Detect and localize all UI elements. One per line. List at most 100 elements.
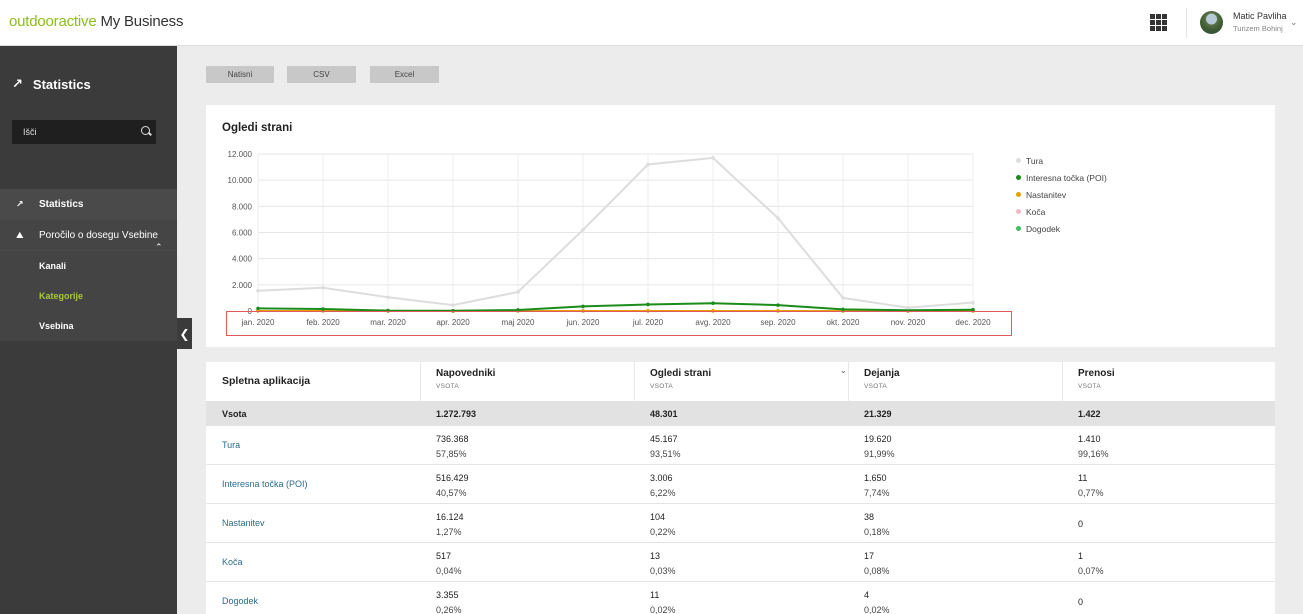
row-label-link[interactable]: Interesna točka (POI) (222, 479, 308, 489)
x-tick-label: sep. 2020 (760, 318, 796, 327)
legend-dot (1016, 158, 1021, 163)
table-row: Koča 517 0,04% 13 0,03% 17 0,08% 1 0,07% (206, 543, 1275, 582)
total-value: 1.422 (1078, 409, 1101, 419)
cell-value: 13 (650, 551, 661, 561)
app-logo[interactable]: outdooractive My Business (9, 13, 183, 30)
table-cell: 11 0,02% (650, 588, 676, 614)
total-value: 48.301 (650, 409, 678, 419)
row-label-link[interactable]: Koča (222, 557, 243, 567)
data-point (971, 307, 975, 312)
sidebar-item-statistics[interactable]: ↗ Statistics (0, 189, 177, 220)
logo-brand: outdooractive (9, 13, 97, 30)
sidebar-submenu: Kanali Kategorije Vsebina (0, 251, 177, 341)
sidebar-subitem-categories[interactable]: Kategorije (39, 291, 84, 301)
table-cell: 16.124 1,27% (436, 510, 464, 540)
table-header-app: Spletna aplikacija (222, 375, 311, 387)
table-header: Spletna aplikacija Napovedniki VSOTA Ogl… (206, 362, 1275, 402)
cell-value: 1 (1078, 551, 1084, 561)
cell-percent: 7,74% (864, 488, 890, 498)
total-value: 1.272.793 (436, 409, 477, 419)
cell-percent: 99,16% (1078, 449, 1109, 459)
table-cell: 3.355 0,26% (436, 588, 462, 614)
table-cell: 1 0,07% (1078, 549, 1104, 579)
y-tick-label: 6.000 (232, 229, 253, 238)
mountain-icon: ⛰ (16, 229, 24, 240)
stats-table: Spletna aplikacija Napovedniki VSOTA Ogl… (206, 362, 1275, 614)
search-icon[interactable] (141, 126, 150, 135)
data-point (841, 307, 845, 312)
trending-up-icon: ↗ (12, 76, 23, 91)
x-tick-label: feb. 2020 (306, 318, 340, 327)
cell-value: 4 (864, 590, 870, 600)
table-cell: 4 0,02% (864, 588, 890, 614)
legend-label: Dogodek (1026, 223, 1061, 234)
cell-value: 0 (1078, 519, 1084, 529)
column-header-teasers[interactable]: Napovedniki VSOTA (436, 368, 495, 390)
legend-item[interactable]: Nastanitev (1016, 186, 1107, 203)
data-point (776, 216, 780, 220)
x-tick-label: avg. 2020 (695, 318, 731, 327)
table-row: Nastanitev 16.124 1,27% 104 0,22% 38 0,18% 0 (206, 504, 1275, 543)
y-tick-label: 8.000 (232, 202, 253, 211)
legend-label: Nastanitev (1026, 189, 1067, 200)
legend-item[interactable]: Koča (1016, 203, 1107, 220)
search-input[interactable] (12, 120, 156, 144)
chevron-up-icon[interactable]: ⌃ (155, 242, 163, 252)
header-divider (1186, 8, 1187, 38)
data-point (841, 296, 845, 300)
apps-grid-icon[interactable] (1150, 14, 1167, 31)
x-tick-label: jun. 2020 (566, 318, 600, 327)
column-divider (1062, 362, 1063, 402)
column-header-downloads[interactable]: Prenosi VSOTA (1078, 368, 1115, 390)
data-point (971, 300, 975, 305)
column-sub: VSOTA (436, 383, 460, 390)
data-point (776, 303, 780, 307)
sidebar-collapse-button[interactable]: ❮ (177, 318, 192, 349)
table-row: Tura 736.368 57,85% 45.167 93,51% 19.620 91,99… (206, 426, 1275, 465)
cell-value: 11 (1078, 473, 1088, 483)
print-button[interactable]: Natisni (206, 66, 274, 83)
table-cell: 38 0,18% (864, 510, 890, 540)
legend-dot (1016, 175, 1021, 180)
sidebar-subitem-channels[interactable]: Kanali (39, 261, 67, 271)
cell-value: 3.006 (650, 473, 673, 483)
excel-export-button[interactable]: Excel (370, 66, 439, 83)
y-tick-label: 2.000 (232, 281, 253, 290)
table-cell: 45.167 93,51% (650, 432, 681, 462)
cell-percent: 57,85% (436, 449, 467, 459)
legend-dot (1016, 192, 1021, 197)
x-tick-label: maj 2020 (502, 318, 535, 327)
table-cell: 17 0,08% (864, 549, 890, 579)
legend-item[interactable]: Interesna točka (POI) (1016, 169, 1107, 186)
column-header-actions[interactable]: Dejanja VSOTA (864, 368, 900, 390)
chart-card: Ogledi strani 0 2.000 4.000 6.000 8.000 10.00… (206, 105, 1275, 347)
x-tick-label: nov. 2020 (891, 318, 926, 327)
sidebar-title-text: Statistics (32, 76, 91, 92)
row-label-link[interactable]: Nastanitev (222, 518, 265, 528)
legend-item[interactable]: Tura (1016, 152, 1107, 169)
data-point (386, 295, 390, 300)
sidebar-item-content-report[interactable]: ⛰ Poročilo o dosegu Vsebine ⌃ (0, 220, 177, 252)
row-label-link[interactable]: Dogodek (222, 596, 259, 606)
cell-value: 104 (650, 512, 666, 522)
table-row: Dogodek 3.355 0,26% 11 0,02% 4 0,02% 0 (206, 582, 1275, 614)
cell-percent: 0,26% (436, 605, 462, 614)
column-header-pageviews[interactable]: Ogledi strani VSOTA (650, 368, 711, 390)
csv-export-button[interactable]: CSV (287, 66, 356, 83)
column-divider (420, 362, 421, 402)
data-point (581, 228, 585, 232)
cell-percent: 91,99% (864, 449, 895, 459)
row-label-link[interactable]: Tura (222, 440, 241, 450)
chevron-down-icon[interactable]: ⌄ (1290, 17, 1298, 27)
data-point (256, 288, 260, 293)
avatar[interactable] (1200, 11, 1223, 34)
sort-desc-icon[interactable]: ⌄ (840, 366, 847, 375)
legend-item[interactable]: Dogodek (1016, 220, 1107, 237)
data-point (321, 285, 325, 290)
cell-percent: 0,18% (864, 527, 890, 537)
table-cell: 19.620 91,99% (864, 432, 895, 462)
table-cell: 736.368 57,85% (436, 432, 469, 462)
sidebar-subitem-content[interactable]: Vsebina (39, 321, 74, 331)
user-name[interactable]: Matic Pavliha (1233, 11, 1287, 21)
